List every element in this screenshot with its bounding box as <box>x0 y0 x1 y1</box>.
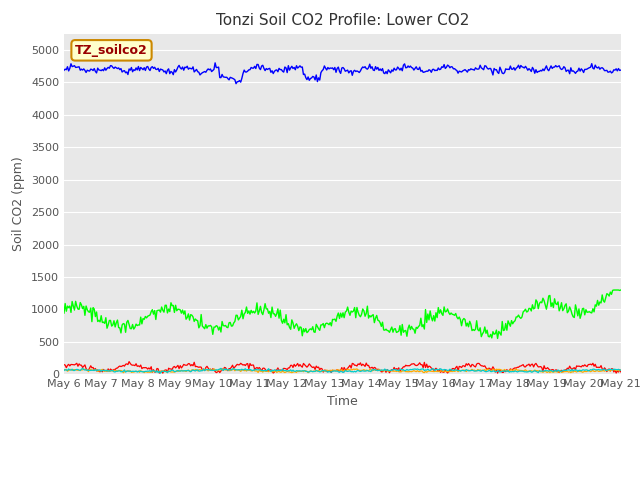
Tree -16cm <box>211 60 219 66</box>
Tree -16cm <box>568 68 576 74</box>
Tree2 -8cm <box>472 368 479 374</box>
Tree -16cm <box>60 67 68 73</box>
Open -8cm <box>156 370 163 376</box>
Tree -8cm <box>617 367 625 373</box>
Line: Tree2 -8cm: Tree2 -8cm <box>64 368 621 373</box>
Tree2 -8cm <box>298 368 305 374</box>
Tree -16cm <box>472 65 479 71</box>
Open -16cm <box>60 310 68 316</box>
Open -16cm <box>399 322 406 327</box>
Open -8cm <box>60 362 68 368</box>
Title: Tonzi Soil CO2 Profile: Lower CO2: Tonzi Soil CO2 Profile: Lower CO2 <box>216 13 469 28</box>
Line: Open -16cm: Open -16cm <box>64 290 621 338</box>
Open -8cm <box>617 369 625 375</box>
Tree2 -8cm <box>568 367 576 372</box>
X-axis label: Time: Time <box>327 395 358 408</box>
Tree -8cm <box>401 368 408 373</box>
Tree2 -8cm <box>157 370 164 376</box>
Line: Tree -8cm: Tree -8cm <box>64 369 621 373</box>
Tree2 -8cm <box>374 368 381 373</box>
Tree -8cm <box>60 367 68 372</box>
Open -16cm <box>372 315 380 321</box>
Open -16cm <box>617 287 625 293</box>
Open -8cm <box>374 366 381 372</box>
Open -8cm <box>298 363 305 369</box>
Tree -16cm <box>298 64 305 70</box>
Open -16cm <box>234 312 241 318</box>
Open -16cm <box>567 307 575 312</box>
Open -16cm <box>295 328 303 334</box>
Tree -16cm <box>617 67 625 73</box>
Tree -8cm <box>472 368 479 373</box>
Open -16cm <box>610 287 618 293</box>
Open -8cm <box>125 359 133 364</box>
Open -8cm <box>472 364 479 370</box>
Tree -8cm <box>210 366 218 372</box>
Tree -8cm <box>568 369 576 374</box>
Tree -16cm <box>374 64 381 70</box>
Tree2 -8cm <box>236 367 243 372</box>
Tree -8cm <box>298 369 305 374</box>
Tree2 -8cm <box>617 367 625 373</box>
Tree -16cm <box>236 78 243 84</box>
Open -8cm <box>568 367 576 372</box>
Tree -8cm <box>120 370 127 376</box>
Line: Tree -16cm: Tree -16cm <box>64 63 621 84</box>
Open -16cm <box>493 336 501 341</box>
Tree2 -8cm <box>60 368 68 373</box>
Y-axis label: Soil CO2 (ppm): Soil CO2 (ppm) <box>12 156 26 252</box>
Tree -16cm <box>232 81 240 86</box>
Open -16cm <box>469 327 477 333</box>
Tree2 -8cm <box>401 368 408 373</box>
Text: TZ_soilco2: TZ_soilco2 <box>75 44 148 57</box>
Line: Open -8cm: Open -8cm <box>64 361 621 373</box>
Tree -8cm <box>236 368 243 373</box>
Tree -8cm <box>374 368 381 373</box>
Open -8cm <box>401 364 408 370</box>
Open -8cm <box>236 362 243 368</box>
Tree2 -8cm <box>79 365 86 371</box>
Tree -16cm <box>401 61 408 67</box>
